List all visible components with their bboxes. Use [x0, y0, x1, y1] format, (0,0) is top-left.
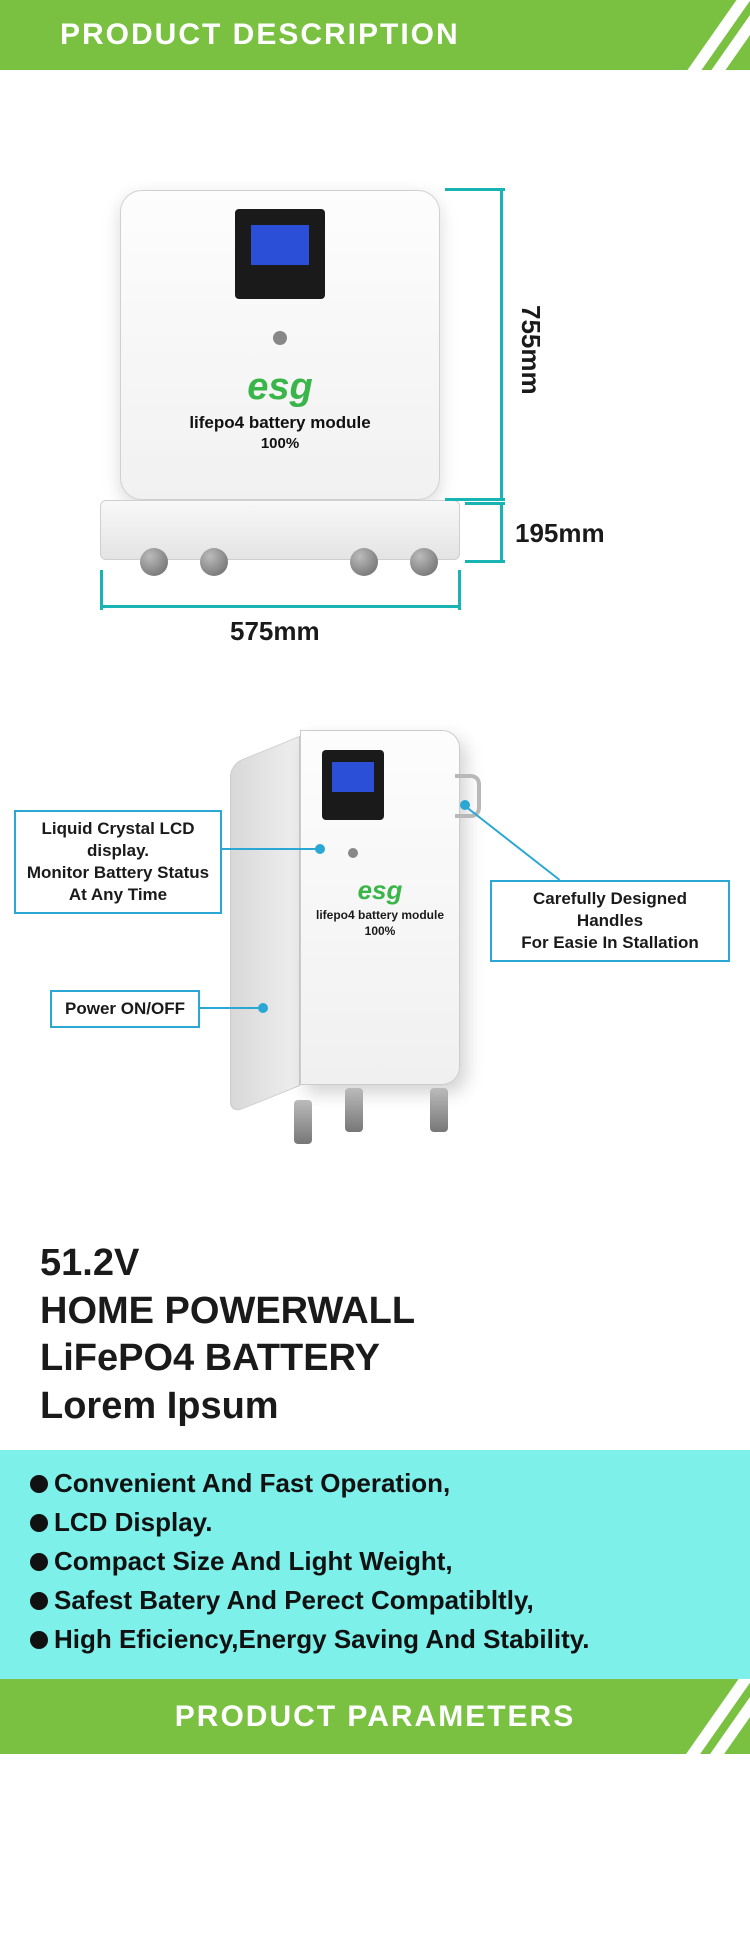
title-line-3: LiFePO4 BATTERY: [40, 1335, 710, 1383]
title-line-4: Lorem Ipsum: [40, 1383, 710, 1431]
feature-item: LCD Display.: [30, 1503, 720, 1542]
callout-lcd: Liquid Crystal LCD display. Monitor Batt…: [14, 810, 222, 914]
footer-title: PRODUCT PARAMETERS: [175, 1700, 575, 1734]
handle-icon: [455, 774, 481, 818]
battery-side-face: [230, 736, 300, 1114]
header-stripes: [702, 1679, 750, 1754]
device-percent: 100%: [300, 924, 460, 938]
feature-text: Compact Size And Light Weight,: [54, 1546, 453, 1577]
feature-item: High Eficiency,Energy Saving And Stabili…: [30, 1620, 720, 1659]
callout-handles: Carefully Designed Handles For Easie In …: [490, 880, 730, 962]
dim-cap: [445, 188, 505, 191]
height-label: 755mm: [515, 305, 546, 395]
dim-line: [500, 502, 503, 562]
callout-dot: [258, 1003, 268, 1013]
dim-cap: [100, 570, 103, 610]
lcd-display-icon: [322, 750, 384, 820]
callout-lcd-text: Liquid Crystal LCD display. Monitor Batt…: [27, 819, 209, 904]
header-title: PRODUCT DESCRIPTION: [60, 18, 460, 52]
battery-iso-view: esg lifepo4 battery module 100%: [230, 730, 460, 1150]
dimension-figure: esg lifepo4 battery module 100% 755mm 19…: [0, 130, 750, 690]
dim-cap: [465, 502, 505, 505]
callout-handles-text: Carefully Designed Handles For Easie In …: [521, 889, 699, 952]
battery-front-view: esg lifepo4 battery module 100%: [120, 190, 440, 500]
foot-icon: [200, 548, 228, 576]
foot-icon: [294, 1100, 312, 1144]
dim-cap: [458, 570, 461, 610]
depth-label: 195mm: [515, 518, 605, 549]
dim-cap: [445, 498, 505, 501]
title-line-2: HOME POWERWALL: [40, 1288, 710, 1336]
brand-logo-text: esg: [121, 366, 439, 409]
bullet-icon: [30, 1514, 48, 1532]
bullet-icon: [30, 1592, 48, 1610]
feature-list: Convenient And Fast Operation, LCD Displ…: [0, 1450, 750, 1679]
bullet-icon: [30, 1475, 48, 1493]
header-stripes: [702, 0, 750, 70]
lcd-display-icon: [235, 209, 325, 299]
device-subtitle: lifepo4 battery module: [300, 908, 460, 922]
width-label: 575mm: [230, 616, 320, 647]
feature-text: Safest Batery And Perect Compatibltly,: [54, 1585, 534, 1616]
callout-dot: [315, 844, 325, 854]
dim-cap: [465, 560, 505, 563]
product-description-header: PRODUCT DESCRIPTION: [0, 0, 750, 70]
bullet-icon: [30, 1553, 48, 1571]
foot-icon: [430, 1088, 448, 1132]
feature-item: Compact Size And Light Weight,: [30, 1542, 720, 1581]
foot-icon: [140, 548, 168, 576]
power-button-icon: [348, 848, 358, 858]
device-percent: 100%: [121, 435, 439, 452]
feature-text: Convenient And Fast Operation,: [54, 1468, 450, 1499]
dim-line: [500, 190, 503, 500]
product-title-block: 51.2V HOME POWERWALL LiFePO4 BATTERY Lor…: [0, 1210, 750, 1450]
callout-line: [464, 805, 560, 880]
brand-logo-text: esg: [300, 875, 460, 906]
foot-icon: [350, 548, 378, 576]
feature-item: Convenient And Fast Operation,: [30, 1464, 720, 1503]
callout-figure: esg lifepo4 battery module 100% Liquid C…: [0, 690, 750, 1210]
bullet-icon: [30, 1631, 48, 1649]
dim-line: [100, 605, 460, 608]
product-parameters-header: PRODUCT PARAMETERS: [0, 1679, 750, 1754]
callout-line: [200, 1007, 260, 1009]
foot-icon: [345, 1088, 363, 1132]
foot-icon: [410, 548, 438, 576]
device-subtitle: lifepo4 battery module: [121, 413, 439, 433]
feature-text: LCD Display.: [54, 1507, 212, 1538]
power-button-icon: [273, 331, 287, 345]
feature-text: High Eficiency,Energy Saving And Stabili…: [54, 1624, 590, 1655]
feature-item: Safest Batery And Perect Compatibltly,: [30, 1581, 720, 1620]
callout-line: [222, 848, 317, 850]
callout-dot: [460, 800, 470, 810]
title-line-1: 51.2V: [40, 1240, 710, 1288]
callout-power-text: Power ON/OFF: [65, 999, 185, 1018]
callout-power: Power ON/OFF: [50, 990, 200, 1028]
